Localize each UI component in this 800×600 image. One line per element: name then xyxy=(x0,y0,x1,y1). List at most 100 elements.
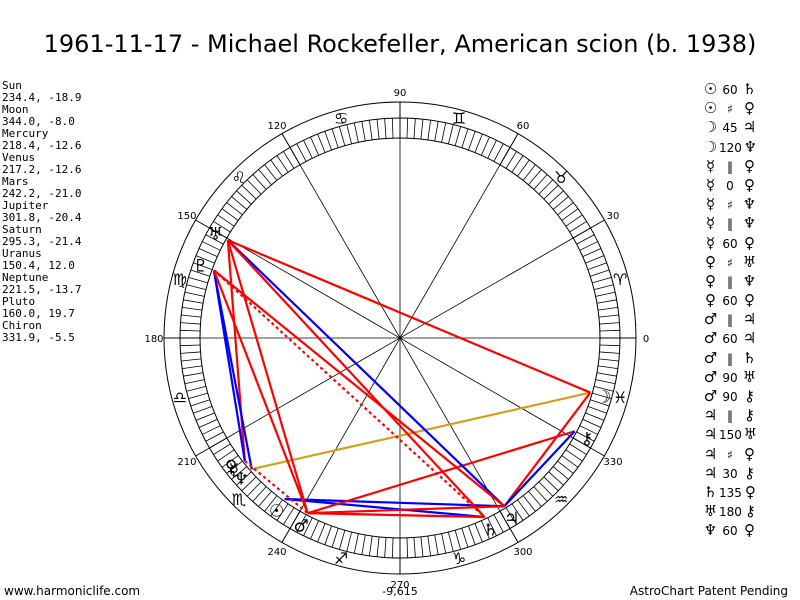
aspect-planet-glyph: ♄ xyxy=(703,482,718,501)
planet-glyph-mars: ♂ xyxy=(294,517,309,537)
degree-tick xyxy=(276,155,289,173)
degree-tick xyxy=(569,443,587,455)
degree-tick xyxy=(434,121,439,142)
aspect-row: ☿ ♯ ♆ xyxy=(702,195,798,214)
aspect-row: ☽ 120 ♆ xyxy=(702,138,798,157)
degree-tick xyxy=(454,530,462,550)
degree-tick xyxy=(413,537,416,558)
aspect-row: ♂ 90 ♅ xyxy=(702,368,798,387)
degree-tick xyxy=(406,118,409,139)
degree-tick xyxy=(346,531,353,552)
degree-tick xyxy=(184,291,205,297)
degree-tick xyxy=(338,530,346,550)
degree-tick xyxy=(246,481,262,497)
degree-tick xyxy=(195,412,215,421)
degree-tick xyxy=(548,471,564,486)
degree-tick xyxy=(353,533,359,554)
aspect-line xyxy=(307,505,505,515)
aspect-line xyxy=(213,269,486,518)
zodiac-sign-glyph: ♑ xyxy=(452,549,466,568)
aspect-planet-glyph: ♃ xyxy=(742,118,757,137)
aspect-line xyxy=(307,512,485,519)
degree-tick xyxy=(592,276,612,284)
degree-tick xyxy=(590,399,610,407)
aspect-value: 60 xyxy=(722,83,738,97)
chart-title: 1961-11-17 - Michael Rockefeller, Americ… xyxy=(43,30,757,58)
aspect-value: ♯ xyxy=(727,198,733,213)
degree-tick xyxy=(376,536,380,557)
aspect-line xyxy=(227,239,591,394)
aspect-planet-glyph: ⚷ xyxy=(744,502,756,521)
aspect-planet-glyph: ♃ xyxy=(742,329,757,348)
degree-tick xyxy=(585,412,605,421)
degree-tick xyxy=(198,248,218,258)
degree-label: 240 xyxy=(267,547,286,558)
degree-tick xyxy=(587,262,607,270)
degree-tick xyxy=(205,431,224,442)
degree-tick xyxy=(517,499,530,517)
degree-tick xyxy=(186,385,207,392)
degree-tick xyxy=(599,351,620,354)
degree-tick xyxy=(454,126,462,146)
aspect-line xyxy=(244,460,309,514)
aspect-row: ♂ ‖ ♄ xyxy=(702,349,798,368)
aspect-line xyxy=(227,239,486,518)
aspect-row: ♅ 180 ⚷ xyxy=(702,502,798,521)
planet-glyph-pluto: ♇ xyxy=(193,256,208,276)
planet-name-pluto: Pluto xyxy=(2,295,36,308)
aspect-planet-glyph: ☉ xyxy=(703,80,718,98)
degree-tick xyxy=(441,533,447,554)
zodiac-sign-glyph: ♒ xyxy=(554,490,568,509)
degree-tick xyxy=(522,495,536,512)
degree-tick xyxy=(324,131,332,151)
aspect-planet-glyph: ♆ xyxy=(742,195,757,214)
aspect-line xyxy=(227,239,506,508)
degree-tick xyxy=(441,122,447,143)
sign-divider xyxy=(281,510,301,543)
degree-tick xyxy=(427,120,432,141)
planet-coords-neptune: 221.5, -13.7 xyxy=(2,283,82,296)
degree-tick xyxy=(565,449,583,462)
degree-tick xyxy=(505,507,517,525)
degree-tick xyxy=(180,322,201,325)
aspect-planet-glyph: ♀ xyxy=(744,482,756,501)
aspect-planet-glyph: ☽ xyxy=(703,137,718,156)
aspect-planet-glyph: ♂ xyxy=(703,348,718,367)
degree-tick xyxy=(587,406,607,414)
degree-tick xyxy=(511,503,524,521)
bottom-value-label: -9,615 xyxy=(382,585,417,598)
planet-name-uranus: Uranus xyxy=(2,247,42,260)
planet-coords-pluto: 160.0, 19.7 xyxy=(2,307,75,320)
degree-tick xyxy=(599,329,620,332)
degree-tick xyxy=(270,499,283,517)
wheel-aspect-lines xyxy=(212,239,592,519)
aspect-planet-glyph: ♆ xyxy=(742,271,757,290)
degree-tick xyxy=(246,179,262,195)
aspect-row: ♀ ‖ ♆ xyxy=(702,272,798,291)
aspect-value: ‖ xyxy=(727,159,733,174)
degree-tick xyxy=(368,120,373,141)
degree-tick xyxy=(552,196,569,210)
degree-tick xyxy=(183,299,204,304)
aspect-line xyxy=(503,430,576,508)
aspect-planet-glyph: ♅ xyxy=(743,425,758,444)
degree-tick xyxy=(236,471,252,486)
degree-tick xyxy=(528,490,542,507)
degree-tick xyxy=(202,241,221,251)
aspect-planet-glyph: ♆ xyxy=(743,137,758,156)
wheel-planet-glyphs: ☉ ☽ ☿♀ ♂ ♃ ♄ ♅ ♆ ♇ ⚷ xyxy=(193,224,611,540)
planet-glyph-saturn: ♄ xyxy=(483,521,498,541)
planet-glyph-venus: ♀ xyxy=(225,457,237,477)
sign-divider xyxy=(572,437,605,457)
degree-tick xyxy=(283,151,295,169)
aspect-row: ♀ ♯ ♅ xyxy=(702,253,798,272)
degree-tick xyxy=(447,124,454,145)
degree-label: 120 xyxy=(267,121,286,132)
zodiac-sign-glyph: ♍ xyxy=(173,270,187,289)
degree-tick xyxy=(569,221,587,233)
degree-tick xyxy=(480,136,490,156)
degree-tick xyxy=(598,358,619,362)
degree-tick xyxy=(303,140,313,159)
degree-tick xyxy=(384,537,387,558)
degree-tick xyxy=(420,119,424,140)
